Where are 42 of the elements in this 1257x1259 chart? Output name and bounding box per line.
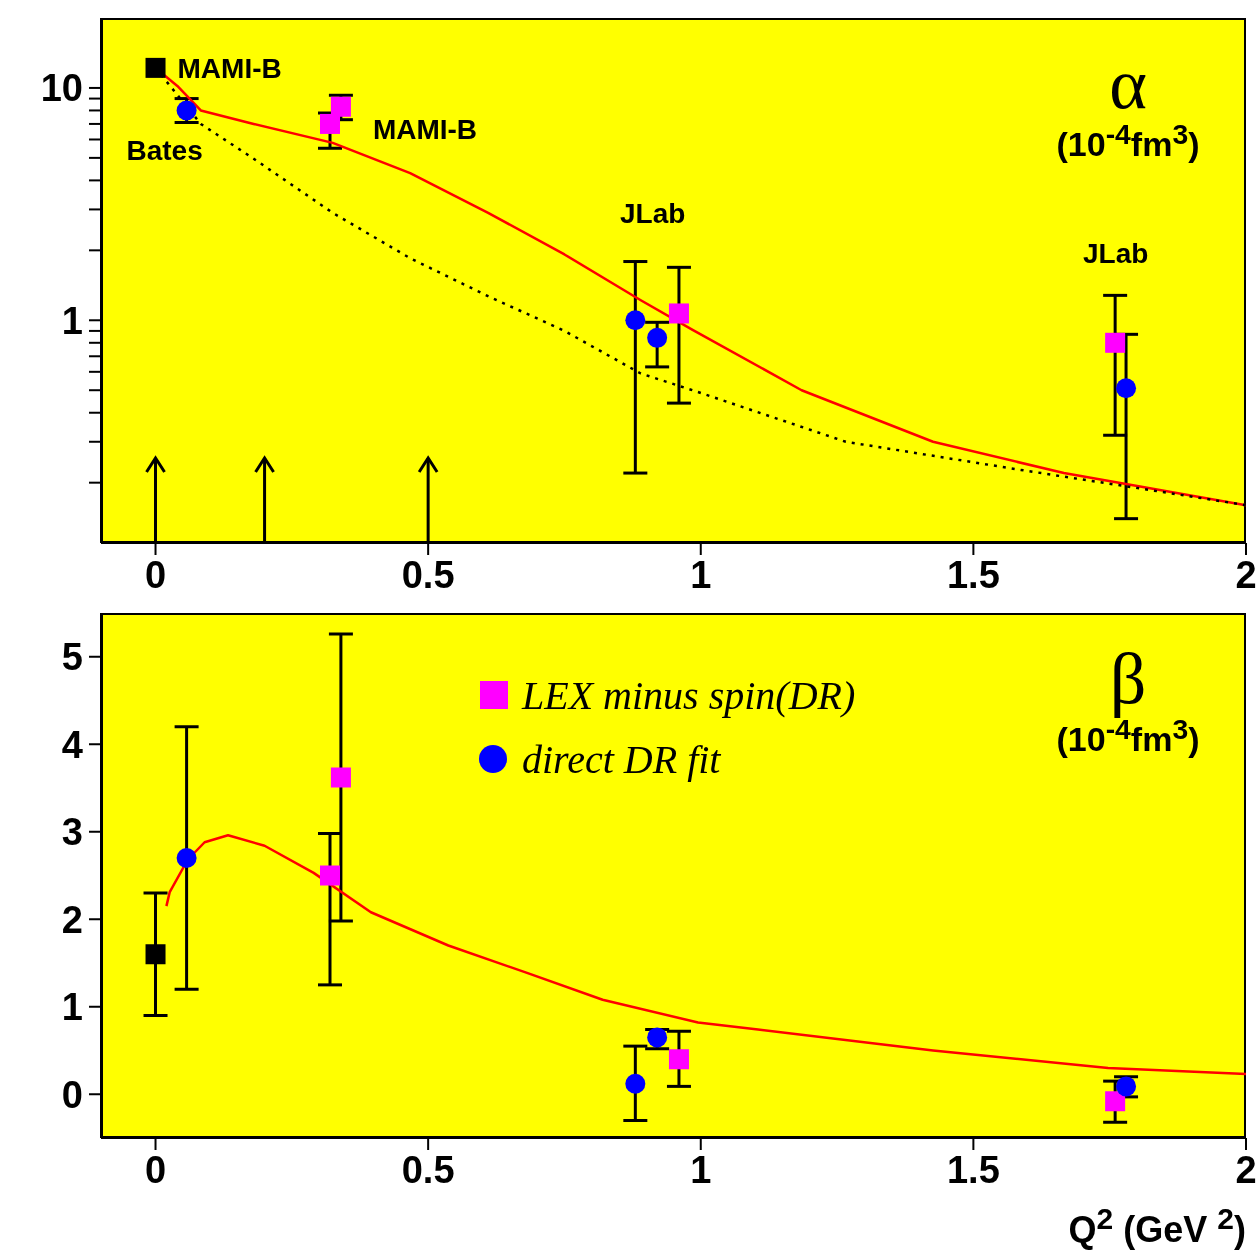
y-tick-label: 1 [61, 299, 83, 342]
point [668, 1049, 689, 1070]
x-tick-label: 1 [690, 553, 712, 596]
x-tick-label: 0 [144, 553, 167, 596]
legend-label: LEX minus spin(DR) [522, 671, 856, 719]
x-tick-label: 1.5 [946, 553, 1000, 596]
x-tick-label: 2 [1235, 1148, 1257, 1191]
x-tick-label: 1 [690, 1148, 712, 1191]
point [625, 1073, 646, 1094]
annotation: MAMI-B [372, 113, 478, 145]
point [330, 767, 351, 788]
x-tick-label: 0 [144, 1148, 167, 1191]
point [145, 57, 166, 78]
y-tick-label: 10 [40, 67, 83, 110]
point [625, 310, 646, 331]
point [330, 96, 351, 117]
y-tick-label: 5 [61, 636, 83, 679]
x-tick-label: 2 [1235, 553, 1257, 596]
y-tick-label: 1 [61, 986, 83, 1029]
annotation: Bates [126, 135, 203, 167]
x-tick-label: 1.5 [946, 1148, 1000, 1191]
annotation: JLab [620, 198, 686, 230]
line-series [165, 834, 1246, 1076]
y-tick-label: 4 [61, 723, 83, 766]
point [176, 848, 197, 868]
x-axis-title: Q$^{2}$ (GeV $^{2}$) [1068, 1202, 1246, 1251]
point [145, 944, 166, 965]
point [668, 303, 689, 324]
x-tick-label: 0.5 [401, 1148, 455, 1191]
annotation: MAMI-B [177, 52, 282, 84]
point [1105, 1091, 1126, 1112]
point [320, 113, 340, 134]
y-tick-label: 3 [61, 811, 83, 854]
point [1116, 378, 1137, 399]
y-tick-label: 2 [61, 898, 83, 941]
point [320, 865, 340, 886]
legend-label: direct DR fit [522, 735, 721, 783]
point [1105, 332, 1126, 353]
y-tick-label: 0 [61, 1073, 83, 1116]
annotation: JLab [1083, 238, 1149, 270]
point [647, 327, 668, 348]
x-tick-label: 0.5 [401, 553, 455, 596]
